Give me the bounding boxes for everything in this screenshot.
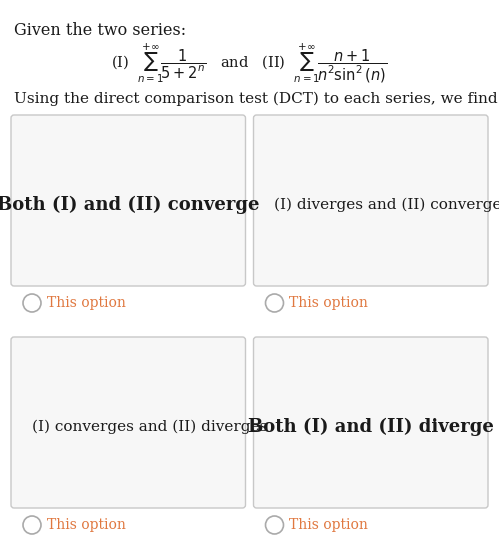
Text: This option: This option	[47, 296, 126, 310]
Text: Given the two series:: Given the two series:	[14, 22, 186, 39]
Circle shape	[23, 516, 41, 534]
Text: This option: This option	[289, 296, 368, 310]
FancyBboxPatch shape	[11, 337, 246, 508]
Text: (I) converges and (II) diverges: (I) converges and (II) diverges	[32, 419, 267, 434]
Circle shape	[265, 516, 283, 534]
FancyBboxPatch shape	[11, 115, 246, 286]
FancyBboxPatch shape	[253, 337, 488, 508]
Text: This option: This option	[47, 518, 126, 532]
FancyBboxPatch shape	[253, 115, 488, 286]
Text: (I)  $\sum_{n=1}^{+\infty}\!\dfrac{1}{5+2^n}$   and   (II)  $\sum_{n=1}^{+\infty: (I) $\sum_{n=1}^{+\infty}\!\dfrac{1}{5+2…	[111, 42, 387, 85]
Text: Both (I) and (II) diverge: Both (I) and (II) diverge	[248, 417, 494, 436]
Text: This option: This option	[289, 518, 368, 532]
Text: (I) diverges and (II) converges: (I) diverges and (II) converges	[274, 198, 499, 211]
Text: Using the direct comparison test (DCT) to each series, we find that:: Using the direct comparison test (DCT) t…	[14, 92, 499, 107]
Circle shape	[265, 294, 283, 312]
Circle shape	[23, 294, 41, 312]
Text: Both (I) and (II) converge: Both (I) and (II) converge	[0, 195, 259, 214]
